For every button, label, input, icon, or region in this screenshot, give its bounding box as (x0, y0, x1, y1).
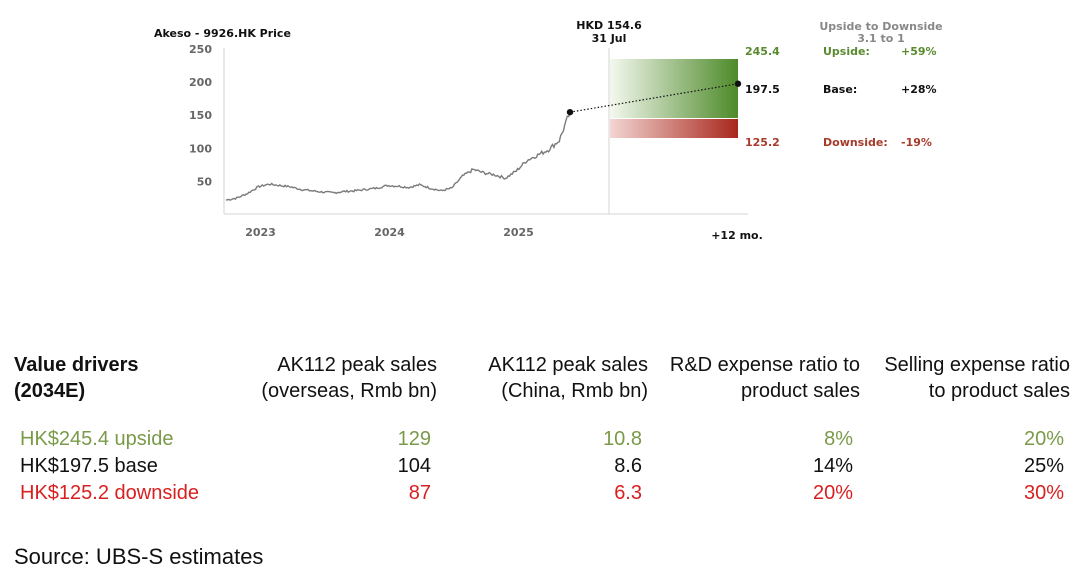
table-cell: 20% (1023, 428, 1064, 450)
table-cell: 87 (408, 482, 431, 504)
current-price-label: HKD 154.6 (576, 19, 642, 32)
upside-value: 245.4 (745, 45, 780, 58)
price-line (225, 111, 571, 201)
base-target-marker (734, 80, 742, 87)
y-axis: 50 100 150 200 250 (189, 43, 212, 189)
downside-label: Downside: (823, 136, 888, 149)
x-axis: 2023 2024 2025 (245, 226, 534, 239)
y-tick-label: 250 (189, 43, 212, 56)
y-tick-label: 50 (197, 175, 213, 188)
table-header-cell: R&D expense ratio to product sales (669, 354, 860, 402)
target-ratio: 3.1 to 1 (857, 32, 905, 45)
chart-title: Akeso - 9926.HK Price (154, 27, 291, 40)
y-tick-label: 150 (189, 109, 212, 122)
base-projection-line (569, 83, 739, 113)
y-tick-label: 200 (189, 76, 212, 89)
table-header-cell: AK112 peak sales (overseas, Rmb bn) (261, 354, 437, 402)
base-label: Base: (823, 83, 857, 96)
table-cell: 129 (397, 428, 431, 450)
table-cell: 14% (812, 455, 853, 477)
downside-pct: -19% (901, 136, 932, 149)
table-row-label: HK$197.5 base (20, 455, 158, 477)
source-note: Source: UBS-S estimates (14, 544, 264, 569)
table-row-label: HK$245.4 upside (20, 428, 174, 450)
table-cell: 104 (397, 455, 431, 477)
current-date-label: 31 Jul (592, 32, 627, 45)
x-tick-label: 2025 (503, 226, 534, 239)
y-tick-label: 100 (189, 142, 212, 155)
upside-label: Upside: (823, 45, 870, 58)
table-row-label: HK$125.2 downside (20, 482, 200, 504)
table-header-cell: Selling expense ratio to product sales (884, 354, 1070, 402)
current-price-marker (566, 108, 574, 116)
table-cell: 8% (824, 428, 853, 450)
x-tick-label: 2024 (374, 226, 405, 239)
table-header-label: Value drivers (2034E) (14, 354, 139, 402)
base-pct: +28% (901, 83, 937, 96)
table-cell: 10.8 (603, 428, 642, 450)
target-header: Upside to Downside (819, 20, 942, 33)
table-cell: 8.6 (614, 455, 642, 477)
table-header-cell: AK112 peak sales (China, Rmb bn) (488, 354, 648, 402)
downside-value: 125.2 (745, 136, 780, 149)
price-chart: Akeso - 9926.HK Price 50 100 150 200 250 202… (154, 19, 943, 242)
table-cell: 6.3 (614, 482, 642, 504)
base-value: 197.5 (745, 83, 780, 96)
table-cell: 30% (1023, 482, 1064, 504)
upside-band (610, 59, 738, 118)
x-tick-label: 2023 (245, 226, 276, 239)
table-cell: 25% (1023, 455, 1064, 477)
table-cell: 20% (812, 482, 853, 504)
x-future-label: +12 mo. (711, 229, 763, 242)
upside-pct: +59% (901, 45, 937, 58)
downside-band (610, 119, 738, 138)
